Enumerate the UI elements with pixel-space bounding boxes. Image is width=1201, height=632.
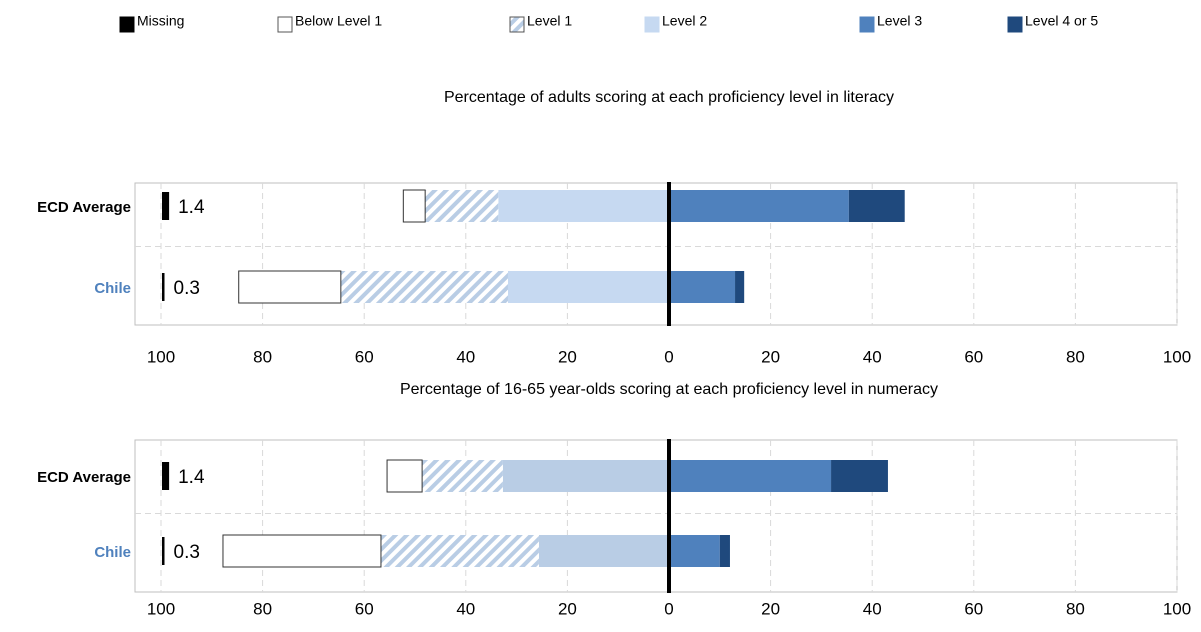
missing-label: 1.4 [178, 467, 205, 488]
legend-swatch [644, 16, 660, 33]
bar-segment [735, 271, 745, 303]
legend-swatch [1007, 16, 1023, 33]
missing-bar [162, 537, 165, 565]
legend-label: Level 2 [662, 13, 707, 29]
x-tick-label: 40 [863, 347, 882, 366]
x-tick-label: 80 [253, 347, 272, 366]
legend-label: Missing [137, 13, 184, 29]
x-tick-label: 60 [964, 599, 983, 618]
x-tick-label: 100 [147, 599, 175, 618]
bar-segment [538, 535, 669, 567]
legend-swatch [277, 16, 293, 33]
x-tick-label: 60 [355, 347, 374, 366]
missing-bar [162, 462, 170, 490]
x-tick-label: 100 [1163, 599, 1191, 618]
missing-label: 0.3 [174, 542, 200, 563]
bar-segment [669, 190, 849, 222]
bar-segment [848, 190, 905, 222]
x-tick-label: 40 [456, 347, 475, 366]
legend-label: Level 4 or 5 [1025, 13, 1098, 29]
x-tick-label: 40 [863, 599, 882, 618]
bar-segment [507, 271, 669, 303]
bar-segment [498, 190, 669, 222]
legend-label: Level 1 [527, 13, 572, 29]
bar-segment [422, 460, 503, 492]
chart-title: Percentage of 16-65 year-olds scoring at… [400, 381, 938, 398]
x-tick-label: 80 [1066, 347, 1085, 366]
bar-segment [669, 535, 720, 567]
x-tick-label: 100 [1163, 347, 1191, 366]
x-tick-label: 100 [147, 347, 175, 366]
missing-bar [162, 273, 165, 301]
missing-label: 1.4 [178, 197, 205, 218]
bar-segment [831, 460, 888, 492]
bar-segment [402, 189, 426, 223]
bar-segment [380, 535, 539, 567]
x-tick-label: 20 [558, 599, 577, 618]
bar-segment [425, 190, 499, 222]
category-label: Chile [94, 544, 131, 561]
chart-title: Percentage of adults scoring at each pro… [444, 89, 894, 106]
category-label: ECD Average [37, 199, 131, 216]
x-tick-label: 0 [664, 599, 673, 618]
legend-swatch [509, 16, 525, 33]
x-tick-label: 60 [964, 347, 983, 366]
legend-swatch [119, 16, 135, 33]
bar-segment [502, 460, 669, 492]
bar-segment [719, 535, 730, 567]
legend-label: Below Level 1 [295, 13, 382, 29]
bar-segment [669, 460, 832, 492]
bar-segment [386, 459, 423, 493]
x-tick-label: 60 [355, 599, 374, 618]
x-tick-label: 0 [664, 347, 673, 366]
x-tick-label: 80 [1066, 599, 1085, 618]
x-tick-label: 20 [761, 347, 780, 366]
missing-label: 0.3 [174, 278, 200, 299]
bar-segment [222, 534, 382, 568]
legend-label: Level 3 [877, 13, 922, 29]
x-tick-label: 80 [253, 599, 272, 618]
category-label: ECD Average [37, 469, 131, 486]
category-label: Chile [94, 280, 131, 297]
bar-segment [669, 271, 736, 303]
x-tick-label: 20 [558, 347, 577, 366]
missing-bar [162, 192, 170, 220]
legend-swatch [859, 16, 875, 33]
x-tick-label: 20 [761, 599, 780, 618]
bar-segment [340, 271, 508, 303]
x-tick-label: 40 [456, 599, 475, 618]
bar-segment [238, 270, 342, 304]
